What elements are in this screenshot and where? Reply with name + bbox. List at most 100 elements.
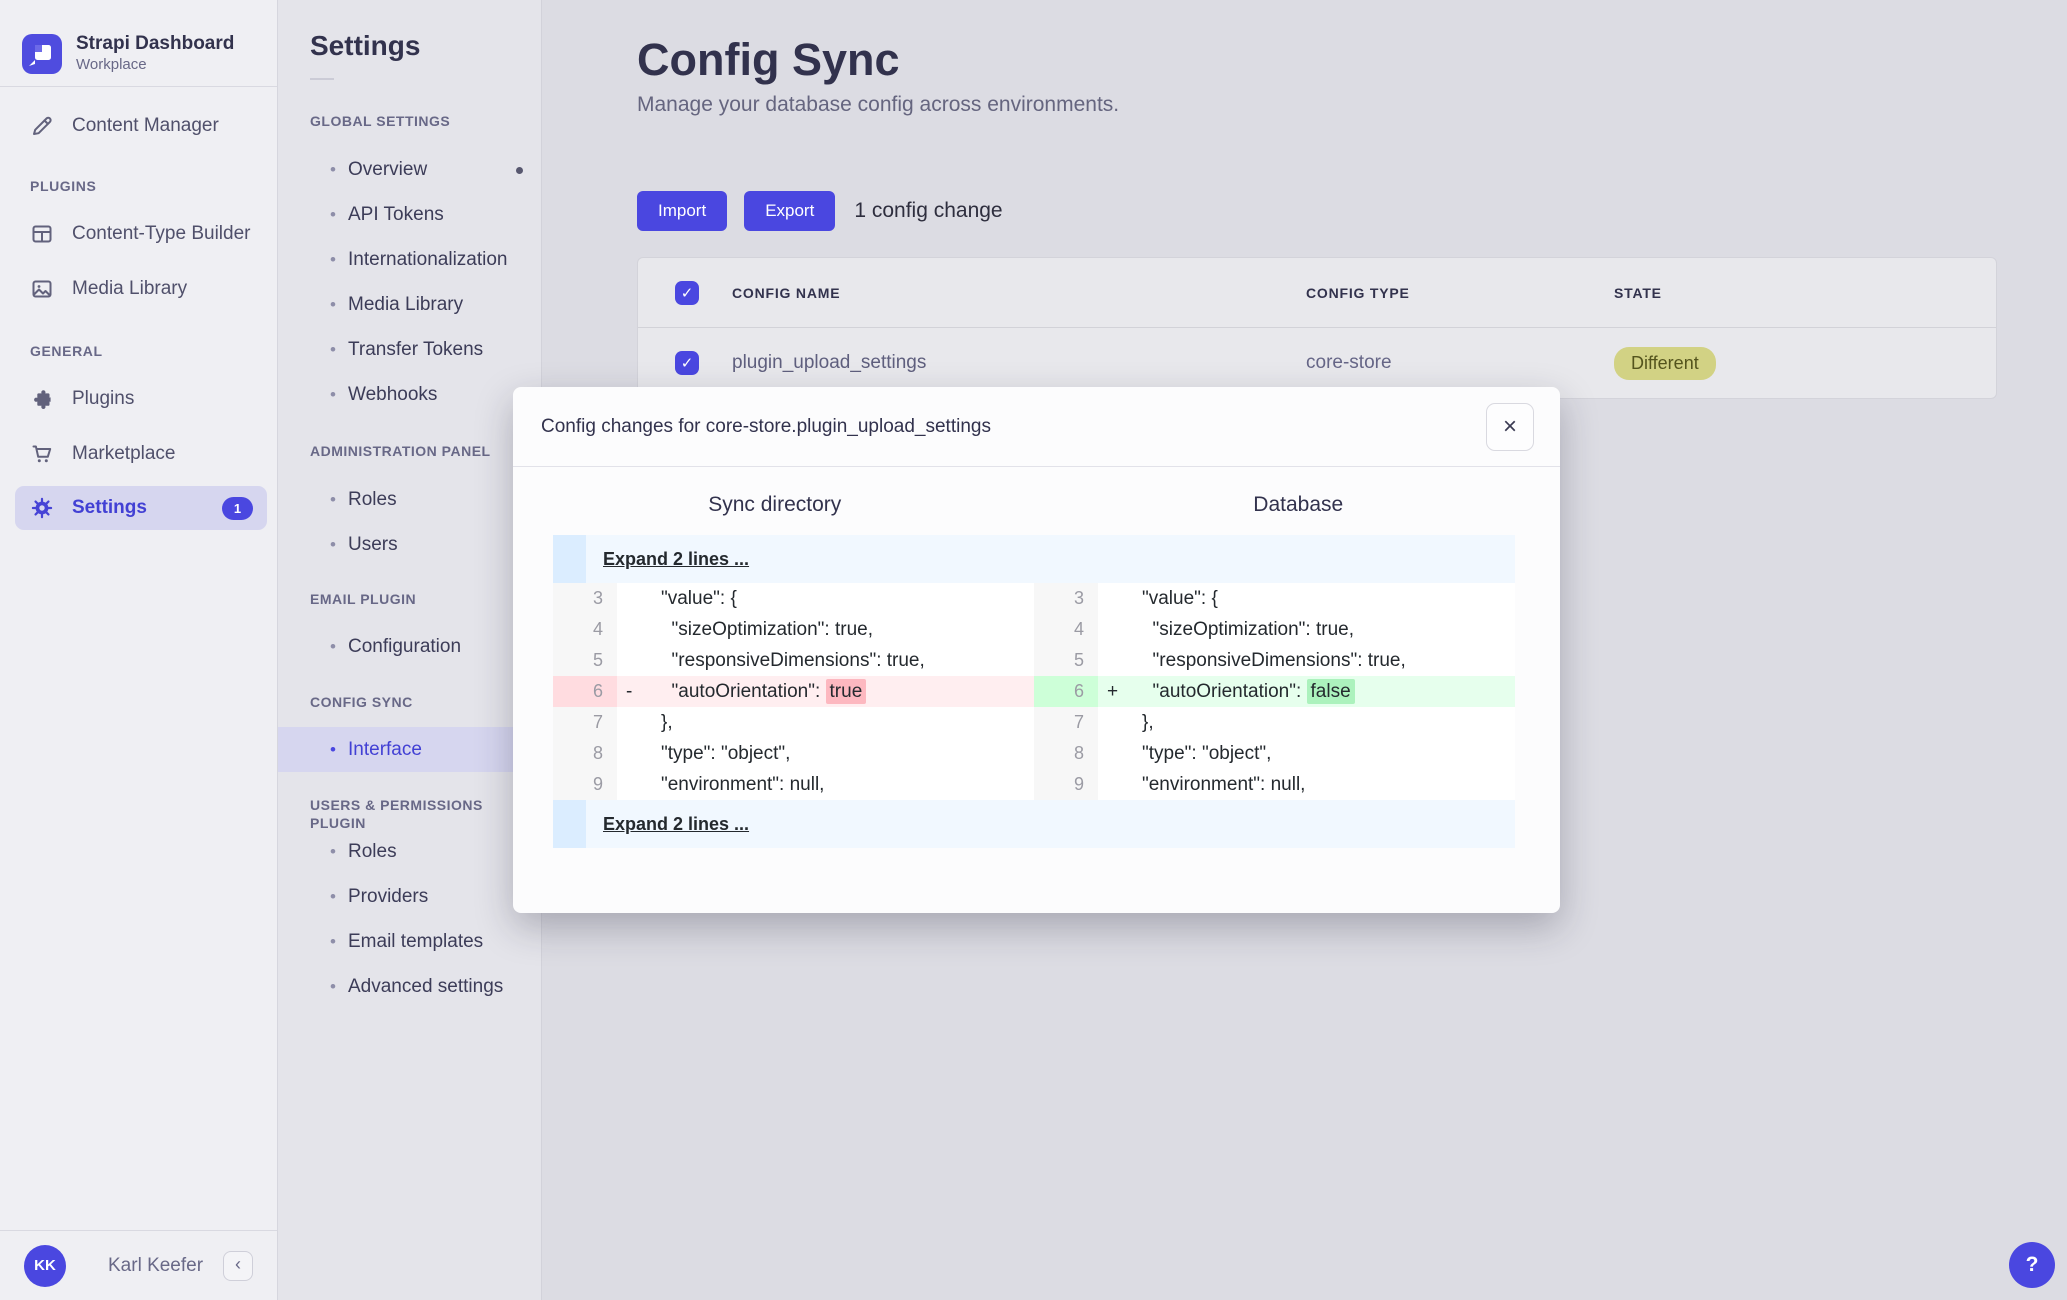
table-header-row: ✓ CONFIG NAME CONFIG TYPE STATE (638, 258, 1996, 327)
line-number: 7 (553, 707, 617, 738)
settings-item-email-templates[interactable]: • Email templates (278, 919, 541, 964)
settings-item-users[interactable]: • Users (278, 522, 541, 567)
avatar[interactable]: KK (24, 1244, 66, 1287)
nav-label: Settings (72, 497, 147, 518)
removed-marker: - (617, 676, 645, 707)
settings-item-internationalization[interactable]: • Internationalization (278, 237, 541, 282)
removed-word-highlight: true (825, 679, 867, 704)
column-header-state: STATE (1614, 284, 1662, 301)
brand-text: Strapi Dashboard Workplace (76, 33, 234, 75)
question-mark-icon: ? (2025, 1253, 2039, 1276)
nav-label: Media Library (72, 278, 188, 299)
close-modal-button[interactable]: × (1486, 402, 1534, 451)
nav-item-plugins[interactable]: Plugins (0, 373, 277, 425)
table-row[interactable]: ✓ plugin_upload_settings core-store Diff… (638, 327, 1996, 398)
line-number: 7 (1034, 707, 1098, 738)
code-line-removed: "autoOrientation": true (645, 676, 1034, 707)
workspace-name: Workplace (76, 56, 147, 74)
config-type-cell: core-store (1306, 352, 1392, 373)
settings-item-configuration[interactable]: • Configuration (278, 624, 541, 669)
gear-icon (31, 497, 53, 519)
help-button[interactable]: ? (2009, 1242, 2055, 1288)
line-number: 4 (553, 614, 617, 645)
settings-item-advanced-settings[interactable]: • Advanced settings (278, 964, 541, 1009)
diff-row: 8 "type": "object", 8 "type": "object", (553, 738, 1515, 769)
nav-item-media-library[interactable]: Media Library (0, 263, 277, 315)
settings-item-label: Webhooks (348, 383, 438, 405)
diff-viewer: Expand 2 lines ... 3 "value": { 3 "value":… (553, 535, 1515, 848)
page-title: Config Sync (637, 34, 900, 85)
diff-row: 4 "sizeOptimization": true, 4 "sizeOptim… (553, 614, 1515, 645)
diff-row: 9 "environment": null, 9 "environment": nu… (553, 769, 1515, 800)
nav-item-content-type-builder[interactable]: Content-Type Builder (0, 208, 277, 260)
bullet-icon: • (330, 294, 336, 314)
settings-item-media-library[interactable]: • Media Library (278, 282, 541, 327)
line-number: 5 (553, 645, 617, 676)
divider (310, 78, 334, 80)
nav-section-general: GENERAL (30, 343, 103, 359)
settings-item-overview[interactable]: • Overview (278, 147, 541, 192)
chevron-left-icon: ‹ (235, 1254, 241, 1274)
settings-item-label: API Tokens (348, 203, 444, 225)
bullet-icon: • (330, 931, 336, 951)
bullet-icon: • (330, 384, 336, 404)
bullet-icon: • (330, 534, 336, 554)
export-button[interactable]: Export (744, 191, 836, 231)
code-line: "responsiveDimensions": true, (1142, 650, 1406, 671)
settings-item-providers[interactable]: • Providers (278, 874, 541, 919)
settings-item-label: Email templates (348, 930, 484, 952)
collapse-sidebar-button[interactable]: ‹ (223, 1250, 253, 1281)
settings-item-label: Transfer Tokens (348, 338, 484, 360)
line-number: 9 (1034, 769, 1098, 800)
page-subtitle: Manage your database config across envir… (637, 93, 1120, 116)
config-name-cell[interactable]: plugin_upload_settings (732, 352, 927, 373)
nav-item-marketplace[interactable]: Marketplace (0, 428, 277, 480)
diff-pane-headers: Sync directory Database (513, 493, 1560, 517)
bullet-icon: • (330, 204, 336, 224)
diff-row: 7}, 7}, (553, 707, 1515, 738)
settings-item-webhooks[interactable]: • Webhooks (278, 372, 541, 417)
puzzle-icon (34, 390, 51, 409)
added-word-highlight: false (1306, 679, 1355, 704)
code-line: "environment": null, (661, 774, 825, 795)
settings-item-label: Internationalization (348, 248, 508, 270)
settings-item-label: Roles (348, 488, 397, 510)
settings-item-transfer-tokens[interactable]: • Transfer Tokens (278, 327, 541, 372)
nav-item-settings[interactable]: Settings 1 (15, 486, 267, 530)
divider (0, 86, 277, 87)
fold-gutter (553, 800, 586, 848)
settings-item-up-roles[interactable]: • Roles (278, 829, 541, 874)
code-line: "value": { (661, 588, 737, 609)
settings-notification-badge: 1 (222, 496, 253, 520)
settings-item-label: Users (348, 533, 398, 555)
settings-item-interface[interactable]: • Interface (278, 727, 541, 772)
section-global-settings: GLOBAL SETTINGS (310, 113, 451, 129)
fold-gutter (553, 535, 586, 583)
row-checkbox[interactable]: ✓ (675, 351, 699, 375)
section-administration-panel: ADMINISTRATION PANEL (310, 443, 491, 459)
main-nav: Content Manager PLUGINS Content-Type Bui… (0, 87, 277, 530)
code-line-added: "autoOrientation": false (1126, 676, 1515, 707)
user-name: Karl Keefer (108, 1254, 204, 1276)
check-icon: ✓ (680, 355, 694, 372)
section-config-sync: CONFIG SYNC (310, 694, 413, 710)
toolbar: Import Export 1 config change (637, 191, 2067, 231)
nav-item-content-manager[interactable]: Content Manager (0, 100, 277, 152)
code-line: "sizeOptimization": true, (661, 619, 874, 640)
config-diff-modal: Config changes for core-store.plugin_upl… (513, 387, 1560, 913)
code-line: "sizeOptimization": true, (1142, 619, 1355, 640)
expand-lines-link[interactable]: Expand 2 lines ... (603, 548, 750, 569)
code-text: "autoOrientation": (661, 681, 826, 702)
line-number: 6 (553, 676, 617, 707)
code-line: "responsiveDimensions": true, (661, 650, 925, 671)
import-button[interactable]: Import (637, 191, 728, 231)
line-number: 9 (553, 769, 617, 800)
settings-item-api-tokens[interactable]: • API Tokens (278, 192, 541, 237)
expand-lines-link[interactable]: Expand 2 lines ... (603, 813, 750, 834)
select-all-checkbox[interactable]: ✓ (675, 280, 699, 305)
column-header-config-type: CONFIG TYPE (1306, 284, 1410, 301)
settings-item-roles[interactable]: • Roles (278, 477, 541, 522)
diff-row: 5 "responsiveDimensions": true, 5 "respo… (553, 645, 1515, 676)
expand-row-bottom: Expand 2 lines ... (553, 800, 1515, 848)
